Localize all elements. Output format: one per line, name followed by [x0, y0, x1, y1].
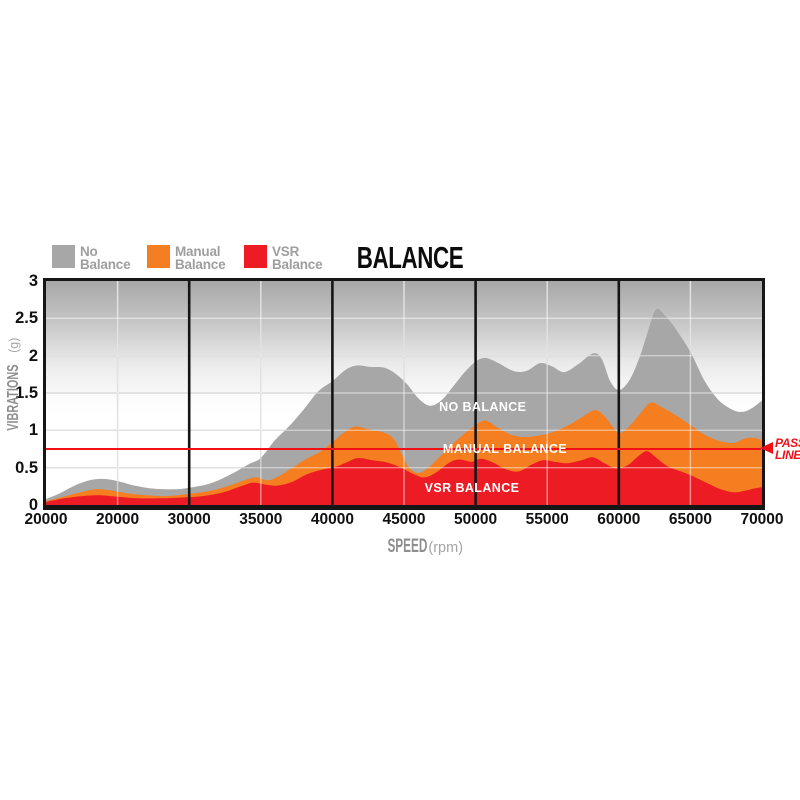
- area-label-vsr-balance: VSR BALANCE: [424, 480, 520, 495]
- chart-title: BALANCE: [356, 240, 464, 275]
- x-tick-70000: 70000: [740, 511, 784, 528]
- y-tick-0-5: 0.5: [15, 459, 38, 477]
- legend-item-no-balance: No Balance: [52, 244, 131, 273]
- legend-label-line1: Manual: [175, 244, 221, 259]
- legend-label-line2: Balance: [175, 257, 226, 273]
- legend-label-no-balance: No Balance: [80, 244, 131, 273]
- area-label-manual-balance: MANUAL BALANCE: [442, 442, 568, 456]
- y-axis-title-text: VIBRATIONS: [5, 364, 22, 431]
- y-tick-0: 0: [28, 496, 38, 514]
- x-axis-unit: (rpm): [428, 540, 464, 556]
- pass-line-label: PASS LINE: [775, 437, 800, 461]
- legend-label-line2: Balance: [272, 257, 323, 273]
- x-tick-20000: 20000: [24, 511, 68, 528]
- x-axis-title-text: SPEED: [387, 536, 428, 557]
- y-tick-3: 3: [28, 272, 38, 290]
- x-tick-60000: 60000: [597, 511, 641, 528]
- legend-label-vsr-balance: VSR Balance: [272, 244, 323, 273]
- pass-line-arrow-icon: [760, 442, 773, 454]
- legend-label-line1: No: [80, 244, 98, 259]
- legend-label-manual-balance: Manual Balance: [175, 244, 226, 273]
- y-tick-2: 2: [28, 347, 38, 365]
- x-axis-title: SPEED (rpm): [363, 536, 463, 558]
- legend-item-vsr-balance: VSR Balance: [244, 244, 323, 273]
- y-tick-1: 1: [28, 421, 38, 439]
- x-tick-35000: 35000: [239, 511, 283, 528]
- pass-line-label-line1: PASS: [775, 436, 800, 450]
- legend-swatch-vsr-balance: [244, 245, 267, 268]
- x-tick-50000: 50000: [454, 511, 498, 528]
- x-tick-30000: 30000: [167, 511, 211, 528]
- area-label-no-balance: NO BALANCE: [439, 400, 527, 415]
- y-tick-1-5: 1.5: [15, 384, 38, 402]
- x-tick-65000: 65000: [668, 511, 712, 528]
- legend-label-line2: Balance: [80, 257, 131, 273]
- x-tick-45000: 45000: [382, 511, 426, 528]
- pass-line: [46, 447, 761, 451]
- y-tick-2-5: 2.5: [15, 309, 38, 327]
- plot-area: NO BALANCE MANUAL BALANCE VSR BALANCE: [43, 278, 765, 510]
- x-tick-40000: 40000: [310, 511, 354, 528]
- x-tick-25000: 20000: [96, 511, 140, 528]
- y-axis-unit: (g): [7, 337, 21, 353]
- pass-line-label-line2: LINE: [775, 448, 800, 462]
- legend-label-line1: VSR: [272, 244, 300, 259]
- legend-swatch-no-balance: [52, 245, 75, 268]
- legend-swatch-manual-balance: [147, 245, 170, 268]
- legend-item-manual-balance: Manual Balance: [147, 244, 226, 273]
- chart-canvas: [46, 281, 762, 505]
- y-axis-title: VIBRATIONS (g): [5, 338, 23, 447]
- x-tick-55000: 55000: [525, 511, 569, 528]
